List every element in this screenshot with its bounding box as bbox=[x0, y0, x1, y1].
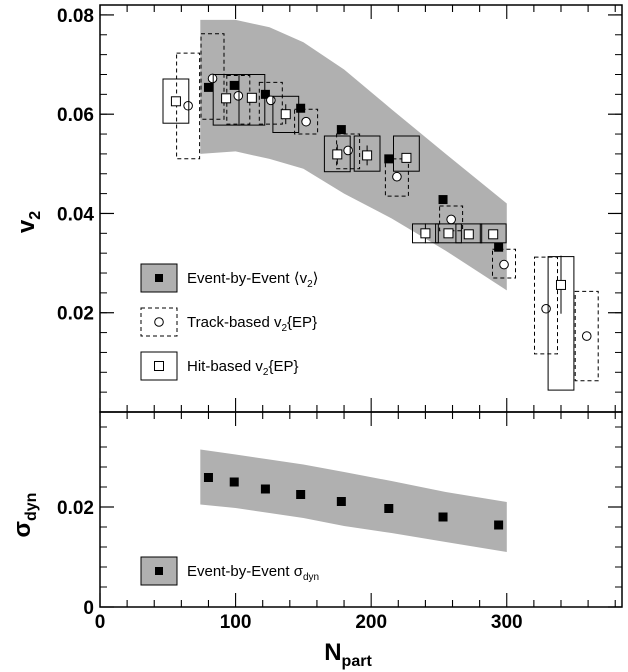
data-point bbox=[392, 171, 402, 182]
bottom-panel: 0 0.02 0 100 200 300 Event-by-Event σdyn bbox=[57, 411, 623, 633]
data-point bbox=[438, 512, 448, 522]
sys-box bbox=[258, 81, 283, 125]
data-point bbox=[183, 100, 193, 111]
y-tick-label: 0.02 bbox=[57, 304, 94, 325]
data-point bbox=[296, 490, 306, 499]
data-point bbox=[362, 150, 373, 161]
sys-box bbox=[435, 223, 462, 244]
data-point bbox=[296, 103, 306, 113]
legend-label: Track-based v2{EP} bbox=[187, 314, 317, 334]
plot-frame bbox=[99, 411, 623, 608]
sys-box bbox=[534, 256, 558, 355]
data-point bbox=[443, 228, 454, 239]
data-point bbox=[221, 93, 232, 104]
y-axis-title-top: v2 bbox=[13, 211, 44, 233]
data-point bbox=[280, 109, 291, 120]
data-point bbox=[246, 92, 257, 103]
data-point bbox=[541, 303, 551, 314]
data-point bbox=[336, 497, 346, 506]
sys-box bbox=[162, 78, 190, 124]
legend-swatch bbox=[140, 351, 178, 381]
data-point bbox=[499, 259, 509, 270]
data-point bbox=[203, 82, 213, 92]
data-point bbox=[384, 504, 394, 513]
data-point bbox=[332, 149, 343, 160]
data-point bbox=[260, 484, 270, 494]
sys-box bbox=[272, 95, 300, 134]
data-point bbox=[233, 91, 244, 101]
legend-label: Event-by-Event ⟨v2⟩ bbox=[187, 270, 319, 290]
x-tick-label: 0 bbox=[95, 612, 106, 633]
sys-box bbox=[479, 223, 507, 244]
data-point bbox=[438, 195, 448, 205]
data-point bbox=[229, 477, 239, 487]
data-point bbox=[266, 95, 276, 106]
data-point bbox=[343, 145, 353, 156]
data-point bbox=[301, 116, 311, 127]
legend-swatch bbox=[140, 263, 178, 293]
legend-label: Event-by-Event σdyn bbox=[187, 563, 319, 583]
legend-label: Hit-based v2{EP} bbox=[187, 358, 298, 378]
data-point bbox=[203, 473, 213, 482]
top-panel: 0.02 0.04 0.06 0.08 Event-by-Event ⟨v2⟩ Track… bbox=[57, 4, 623, 413]
data-point bbox=[260, 89, 270, 99]
data-point bbox=[336, 125, 346, 135]
data-point bbox=[555, 279, 566, 290]
x-tick-label: 200 bbox=[355, 612, 387, 633]
legend-marker bbox=[155, 274, 163, 282]
plot-frame bbox=[99, 4, 623, 413]
y-tick-label: 0 bbox=[83, 598, 94, 619]
sys-box bbox=[323, 135, 351, 173]
sys-box bbox=[294, 108, 319, 135]
data-point bbox=[229, 80, 239, 90]
y-tick-label: 0.02 bbox=[57, 498, 94, 519]
y-tick-label: 0.04 bbox=[57, 204, 94, 225]
sys-box bbox=[455, 223, 483, 244]
sys-box bbox=[238, 74, 266, 126]
sys-box bbox=[492, 248, 516, 279]
data-point bbox=[207, 73, 218, 84]
x-tick-label: 300 bbox=[491, 612, 523, 633]
data-point bbox=[401, 152, 412, 163]
y-tick-label: 0.08 bbox=[57, 6, 94, 27]
systematic-band bbox=[200, 449, 507, 552]
sys-box bbox=[353, 135, 381, 172]
sys-box bbox=[393, 135, 420, 172]
x-tick-label: 100 bbox=[220, 612, 252, 633]
x-axis-title: Npart bbox=[324, 639, 372, 670]
data-point bbox=[463, 229, 474, 240]
legend-swatch bbox=[140, 307, 178, 337]
data-point bbox=[446, 214, 456, 225]
data-point bbox=[488, 229, 499, 240]
legend-marker bbox=[154, 361, 164, 371]
y-axis-title-bottom: σdyn bbox=[9, 493, 40, 538]
legend-marker bbox=[155, 567, 163, 575]
legend-marker bbox=[154, 317, 164, 327]
systematic-band bbox=[200, 19, 507, 291]
data-point bbox=[420, 228, 431, 239]
data-point bbox=[581, 331, 592, 341]
data-point bbox=[170, 96, 181, 107]
data-point bbox=[494, 520, 504, 530]
y-tick-label: 0.06 bbox=[57, 105, 94, 126]
sys-box bbox=[200, 33, 225, 120]
data-point bbox=[494, 242, 504, 252]
sys-box bbox=[384, 158, 409, 197]
